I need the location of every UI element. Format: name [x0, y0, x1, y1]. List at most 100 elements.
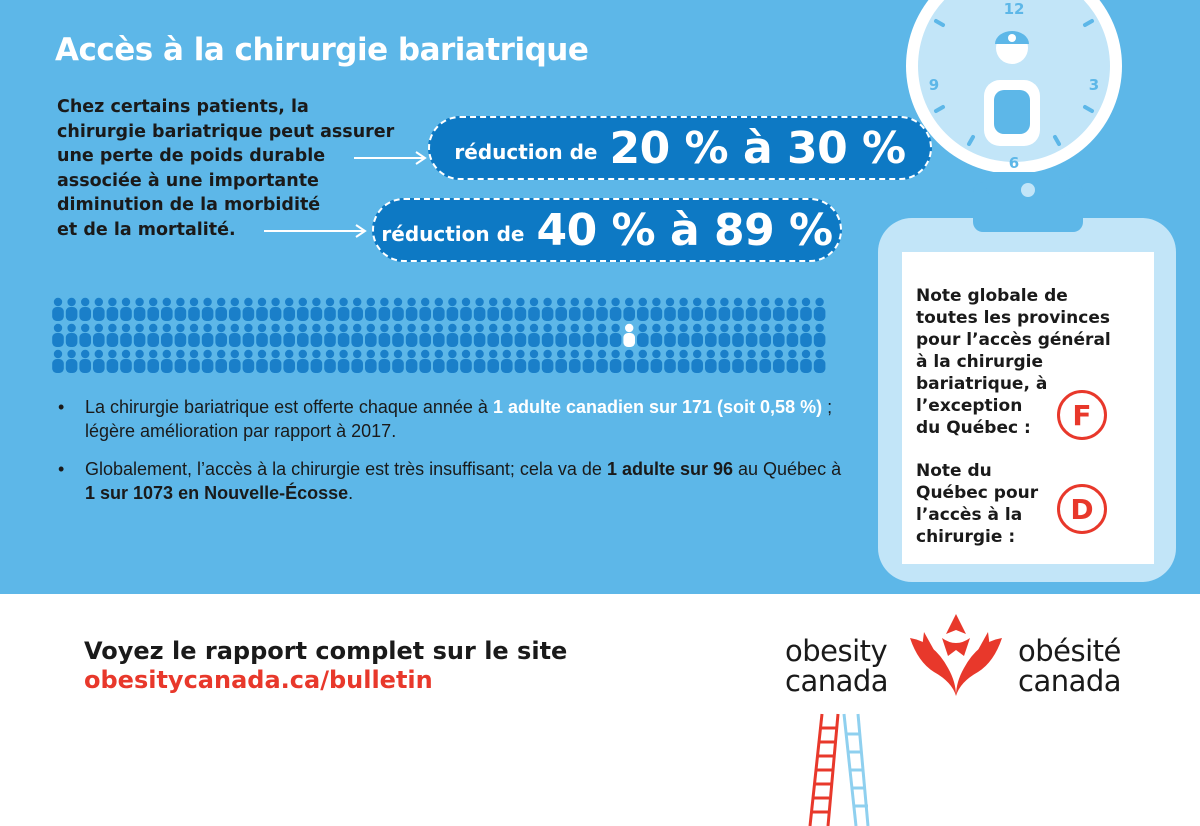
person-icon — [188, 349, 200, 373]
stat-prefix: réduction de — [381, 222, 525, 246]
person-icon — [745, 349, 758, 373]
person-icon — [419, 349, 431, 373]
person-icon — [106, 297, 119, 321]
person-icon — [460, 323, 472, 347]
person-icon — [637, 297, 649, 321]
person-icon — [79, 349, 91, 373]
person-icon — [759, 297, 771, 321]
person-icon — [745, 297, 758, 321]
person-icon — [487, 297, 499, 321]
note-line: à la chirurgie — [916, 352, 1044, 372]
person-icon — [93, 323, 105, 347]
note-line: Note globale de — [916, 286, 1068, 306]
report-link[interactable]: obesitycanada.ca/bulletin — [84, 666, 433, 694]
person-icon — [52, 323, 64, 347]
person-icon — [487, 323, 499, 347]
person-icon — [773, 297, 785, 321]
person-icon — [446, 297, 459, 321]
stat-pill-weight-loss: réduction de 20 % à 30 % — [428, 116, 932, 180]
person-icon — [473, 323, 486, 347]
person-icon — [582, 349, 595, 373]
logo-line: obesity — [785, 634, 888, 668]
person-icon — [201, 297, 214, 321]
bullet-highlight: (soit 0,58 %) — [712, 397, 823, 417]
person-icon — [133, 323, 146, 347]
person-icon — [337, 349, 350, 373]
person-icon — [528, 297, 540, 321]
bullet-text: Globalement, l’accès à la chirurgie est … — [85, 459, 607, 479]
clock-number: 3 — [1089, 76, 1099, 94]
person-icon — [705, 297, 717, 321]
bullet-text: . — [348, 483, 354, 503]
person-icon — [297, 349, 309, 373]
footer-text: Voyez le rapport complet sur le site — [84, 637, 568, 665]
person-icon — [650, 349, 663, 373]
person-icon — [487, 349, 499, 373]
person-icon — [120, 323, 132, 347]
person-icon — [555, 349, 567, 373]
person-icon — [786, 297, 799, 321]
intro-line: diminution de la morbidité — [57, 195, 321, 215]
person-icon — [541, 297, 554, 321]
bullet-list: La chirurgie bariatrique est offerte cha… — [55, 395, 845, 519]
bullet-item: La chirurgie bariatrique est offerte cha… — [55, 395, 845, 443]
person-icon — [732, 349, 744, 373]
logo-text-en: obesity canada — [785, 634, 889, 696]
person-icon — [732, 323, 744, 347]
person-icon — [215, 323, 227, 347]
person-icon — [120, 297, 132, 321]
person-icon — [800, 297, 812, 321]
maple-leaf-logo-icon — [910, 614, 1002, 696]
person-icon — [106, 349, 119, 373]
person-icon — [446, 323, 459, 347]
person-icon — [433, 297, 445, 321]
quebec-grade-note: Note du Québec pour l’accès à la chirurg… — [916, 460, 1038, 548]
person-icon — [133, 297, 146, 321]
person-icon — [514, 297, 527, 321]
intro-text: Chez certains patients, la chirurgie bar… — [57, 95, 394, 242]
person-icon — [242, 349, 255, 373]
person-icon — [229, 349, 241, 373]
person-icon — [460, 349, 472, 373]
person-icon — [147, 297, 159, 321]
person-icon — [691, 349, 703, 373]
person-icon — [623, 297, 635, 321]
person-icon — [65, 349, 78, 373]
person-icon — [365, 349, 377, 373]
person-icon — [269, 297, 282, 321]
person-icon — [609, 323, 622, 347]
person-icon — [378, 349, 391, 373]
person-icon — [310, 349, 323, 373]
person-icon — [473, 297, 486, 321]
person-icon — [637, 349, 649, 373]
person-icon — [174, 349, 187, 373]
people-grid — [52, 297, 826, 373]
person-icon — [229, 323, 241, 347]
person-icon — [677, 297, 690, 321]
person-icon — [419, 323, 431, 347]
person-icon — [691, 323, 703, 347]
person-icon — [541, 323, 554, 347]
person-icon — [528, 323, 540, 347]
note-line: du Québec : — [916, 418, 1031, 438]
ladder-icon — [808, 713, 870, 826]
person-icon — [582, 323, 595, 347]
note-line: pour l’accès général — [916, 330, 1111, 350]
intro-line: Chez certains patients, la — [57, 97, 309, 117]
person-icon — [596, 323, 608, 347]
person-icon — [283, 323, 295, 347]
person-icon — [256, 297, 268, 321]
note-line: chirurgie : — [916, 527, 1016, 547]
person-icon — [283, 297, 295, 321]
person-icon — [514, 323, 527, 347]
person-icon — [297, 323, 309, 347]
person-icon — [174, 323, 187, 347]
arrow-icon — [354, 151, 427, 165]
person-icon — [52, 297, 64, 321]
logo-line: obésité — [1018, 634, 1121, 668]
person-icon — [718, 323, 731, 347]
person-icon — [514, 349, 527, 373]
clock-number: 12 — [1004, 0, 1025, 18]
clock-number: 9 — [929, 76, 939, 94]
person-icon — [813, 297, 826, 321]
